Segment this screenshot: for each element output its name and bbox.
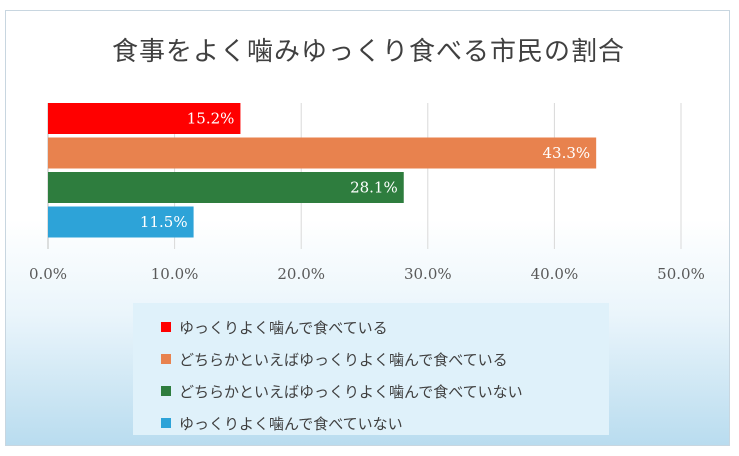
legend-label: ゆっくりよく噛んで食べていない xyxy=(179,414,403,433)
bar xyxy=(48,206,194,238)
chart-title: 食事をよく噛みゆっくり食べる市民の割合 xyxy=(111,37,625,67)
x-tick-label: 0.0% xyxy=(29,265,67,283)
bar-data-label: 28.1% xyxy=(350,179,398,197)
bar xyxy=(48,103,241,134)
bar-data-label: 15.2% xyxy=(187,110,235,128)
legend-swatch xyxy=(161,418,171,428)
bar xyxy=(48,172,404,203)
plot-area: 0.0% 10.0% 20.0% 30.0% 40.0% 50.0% 15.2% 43.3% 2… xyxy=(29,103,705,283)
x-tick-label: 50.0% xyxy=(657,265,705,283)
legend: ゆっくりよく噛んで食べているどちらかといえばゆっくりよく噛んで食べている どちらか… xyxy=(133,303,609,435)
legend-item: どちらかといえばゆっくりよく噛んで食べていない xyxy=(161,381,523,401)
bar xyxy=(48,137,597,169)
legend-swatch xyxy=(161,354,171,364)
bar-data-label: 43.3% xyxy=(543,144,591,162)
legend-item: ゆっくりよく噛んで食べている xyxy=(161,317,388,337)
legend-label: ゆっくりよく噛んで食べている xyxy=(179,318,388,337)
bar-data-label: 11.5% xyxy=(140,213,188,231)
legend-item: どちらかといえばゆっくりよく噛んで食べている xyxy=(161,349,508,369)
legend-swatch xyxy=(161,386,171,396)
chart-frame: 食事をよく噛みゆっくり食べる市民の割合 0.0% 10.0% 20.0% 30.0% 4… xyxy=(5,10,730,446)
x-tick-label: 30.0% xyxy=(404,265,452,283)
x-tick-label: 20.0% xyxy=(277,265,325,283)
legend-label: どちらかといえばゆっくりよく噛んで食べている xyxy=(179,350,508,369)
legend-swatch xyxy=(161,322,171,332)
legend-label: どちらかといえばゆっくりよく噛んで食べていない xyxy=(179,382,523,401)
x-tick-label: 10.0% xyxy=(151,265,199,283)
x-tick-label: 40.0% xyxy=(531,265,579,283)
legend-item: ゆっくりよく噛んで食べていない xyxy=(161,413,403,433)
